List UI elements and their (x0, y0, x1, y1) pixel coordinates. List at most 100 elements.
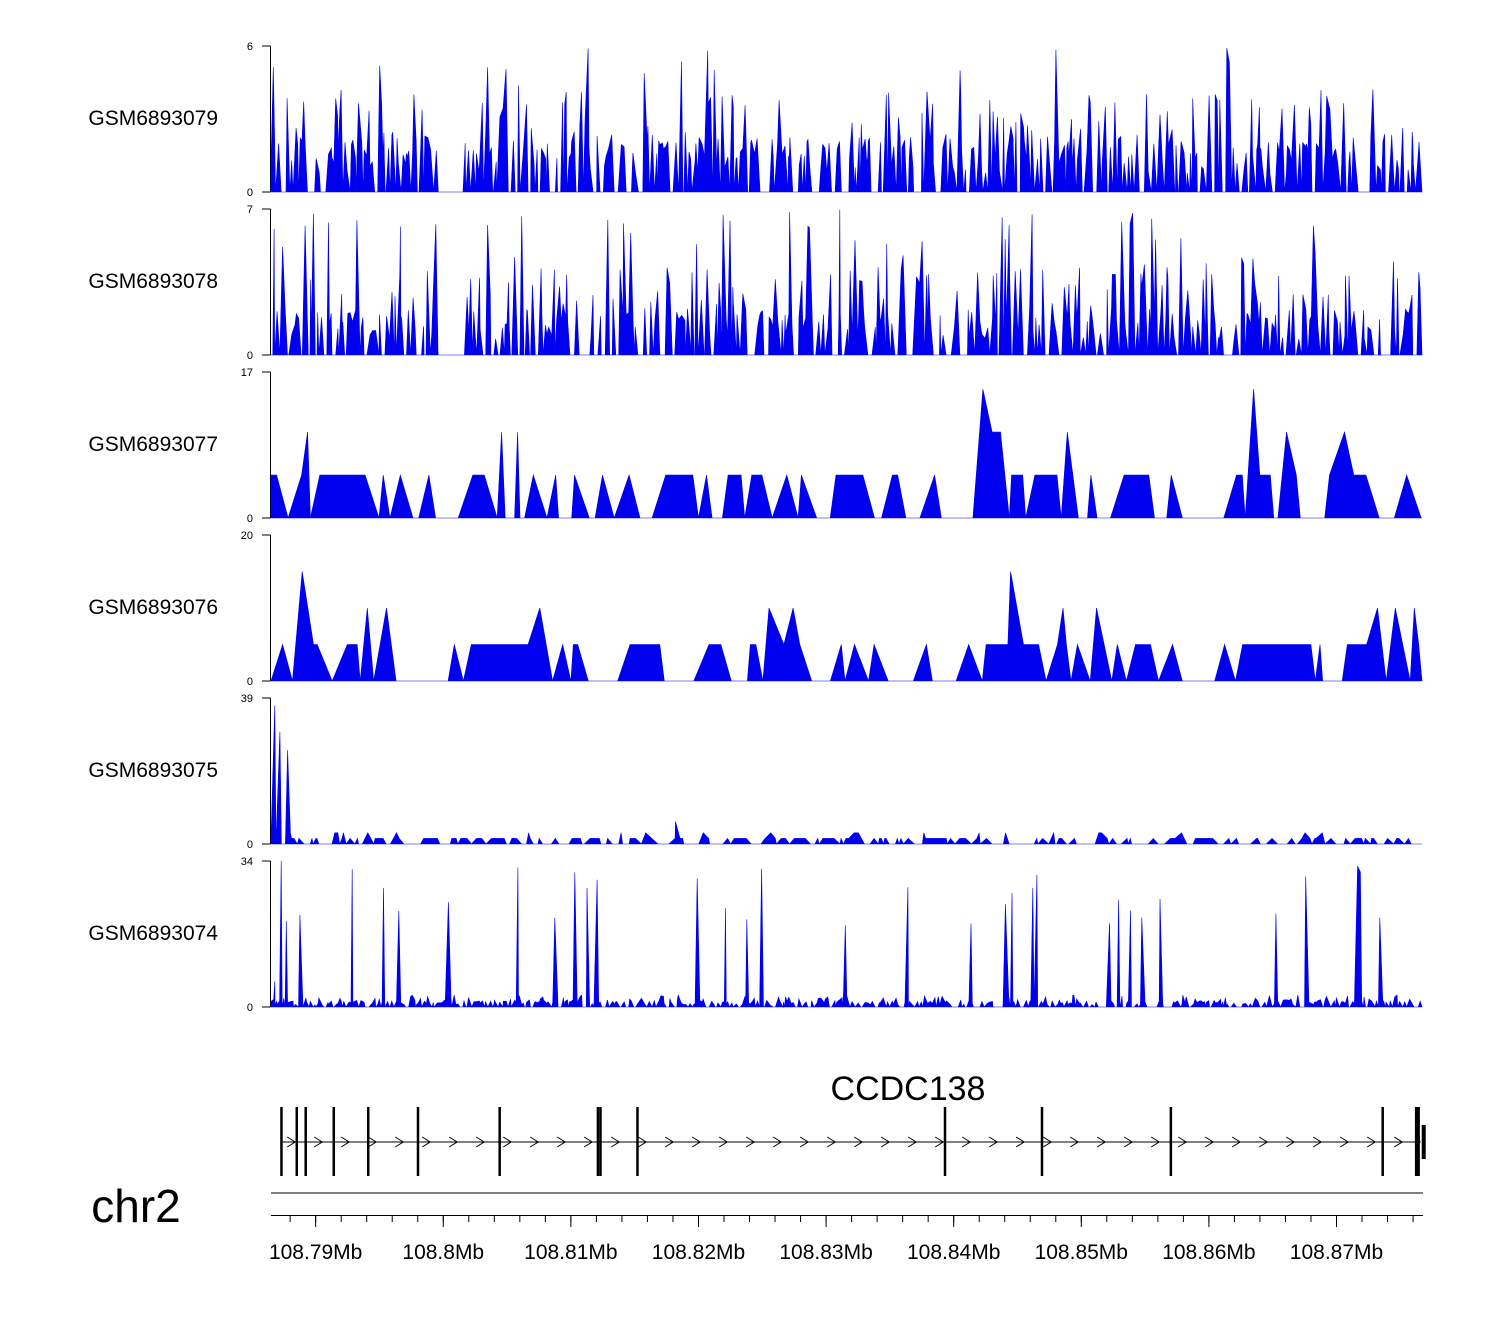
tick-label: 108.87Mb (1290, 1241, 1383, 1264)
strand-arrow (1042, 1136, 1053, 1148)
y-max-label: 7 (247, 204, 253, 216)
strand-arrow (1177, 1136, 1188, 1148)
exon (498, 1107, 501, 1176)
strand-arrow (1231, 1136, 1242, 1148)
track-name-label: GSM6893076 (88, 596, 218, 619)
tick-label: 108.79Mb (269, 1241, 362, 1264)
tick-label: 108.8Mb (402, 1241, 484, 1264)
strand-arrow (448, 1136, 459, 1148)
tick-label: 108.84Mb (907, 1241, 1000, 1264)
exon (1381, 1107, 1384, 1176)
strand-arrow (826, 1136, 837, 1148)
strand-arrow (934, 1136, 945, 1148)
track-name-label: GSM6893077 (88, 433, 218, 456)
strand-arrow (799, 1136, 810, 1148)
strand-arrow (610, 1136, 621, 1148)
y-max-label: 17 (241, 367, 253, 379)
tick-label: 108.82Mb (652, 1241, 745, 1264)
tick-label: 108.83Mb (779, 1241, 872, 1264)
strand-arrow (907, 1136, 918, 1148)
strand-arrow (691, 1136, 702, 1148)
track-GSM6893077: GSM6893077 17 0 (88, 367, 1422, 525)
strand-arrow (718, 1136, 729, 1148)
strand-arrow (475, 1136, 486, 1148)
exon (332, 1107, 336, 1176)
strand-arrow (1069, 1136, 1080, 1148)
exon (366, 1107, 370, 1176)
strand-arrow (664, 1136, 675, 1148)
strand-arrow (1339, 1136, 1350, 1148)
track-GSM6893079: GSM6893079 6 0 (88, 41, 1423, 199)
track-name-label: GSM6893075 (88, 759, 218, 782)
track-name-label: GSM6893078 (88, 270, 218, 293)
strand-arrow (988, 1136, 999, 1148)
y-min-label: 0 (247, 676, 253, 688)
coverage-signal (270, 705, 1422, 846)
tick-label: 108.81Mb (524, 1241, 617, 1264)
exon (295, 1107, 299, 1176)
tick-label: 108.86Mb (1162, 1241, 1255, 1264)
strand-arrow (1393, 1136, 1404, 1148)
track-name-label: GSM6893074 (88, 922, 218, 945)
y-min-label: 0 (247, 1002, 253, 1014)
strand-arrow (421, 1136, 432, 1148)
strand-arrow (1366, 1136, 1377, 1148)
y-min-label: 0 (247, 513, 253, 525)
coverage-signal (270, 48, 1423, 193)
y-min-label: 0 (247, 187, 253, 199)
strand-arrow (529, 1136, 540, 1148)
strand-arrow (1285, 1136, 1296, 1148)
exon (304, 1107, 307, 1176)
exon (1040, 1107, 1044, 1176)
strand-arrow (772, 1136, 783, 1148)
gene-model-track: CCDC138 (280, 1070, 1426, 1176)
strand-arrow (556, 1136, 567, 1148)
strand-arrow (961, 1136, 972, 1148)
coverage-tracks: GSM689307960GSM689307870GSM6893077170GSM… (88, 41, 1423, 1014)
chromosome-label: chr2 (91, 1180, 180, 1232)
strand-arrow (286, 1136, 297, 1148)
y-max-label: 6 (247, 41, 253, 53)
strand-arrow (1150, 1136, 1161, 1148)
exon (1414, 1107, 1420, 1176)
exon (596, 1107, 600, 1176)
strand-arrow (745, 1136, 756, 1148)
track-GSM6893075: GSM6893075 39 0 (88, 693, 1422, 851)
strand-arrow (1258, 1136, 1269, 1148)
coverage-signal (270, 389, 1422, 520)
strand-arrow (1096, 1136, 1107, 1148)
strand-arrow (583, 1136, 594, 1148)
strand-arrow (1123, 1136, 1134, 1148)
exon (280, 1107, 283, 1176)
track-name-label: GSM6893079 (88, 107, 218, 130)
strand-arrow (313, 1136, 324, 1148)
track-GSM6893078: GSM6893078 7 0 (88, 204, 1423, 362)
strand-arrow (853, 1136, 864, 1148)
strand-arrow (880, 1136, 891, 1148)
coverage-signal (270, 860, 1423, 1009)
y-min-label: 0 (247, 350, 253, 362)
tick-label: 108.85Mb (1035, 1241, 1128, 1264)
genome-axis: chr2 108.79Mb 108.8Mb 108.81Mb 108.82Mb 108.8… (91, 1180, 1423, 1264)
exon (943, 1107, 947, 1176)
track-GSM6893074: GSM6893074 34 0 (88, 856, 1423, 1014)
coverage-signal (270, 571, 1423, 683)
exon (636, 1107, 639, 1176)
y-max-label: 20 (241, 530, 253, 542)
strand-arrow (367, 1136, 378, 1148)
strand-arrow (637, 1136, 648, 1148)
strand-arrow (1204, 1136, 1215, 1148)
exon (599, 1107, 602, 1176)
y-max-label: 39 (241, 693, 253, 705)
y-max-label: 34 (241, 856, 253, 868)
strand-arrow (394, 1136, 405, 1148)
y-min-label: 0 (247, 839, 253, 851)
gene-name-label: CCDC138 (831, 1070, 986, 1108)
exon-utr (1421, 1125, 1426, 1159)
strand-arrow (340, 1136, 351, 1148)
strand-arrow (1312, 1136, 1323, 1148)
track-GSM6893076: GSM6893076 20 0 (88, 530, 1423, 688)
exon (1169, 1107, 1173, 1176)
strand-arrow (1015, 1136, 1026, 1148)
